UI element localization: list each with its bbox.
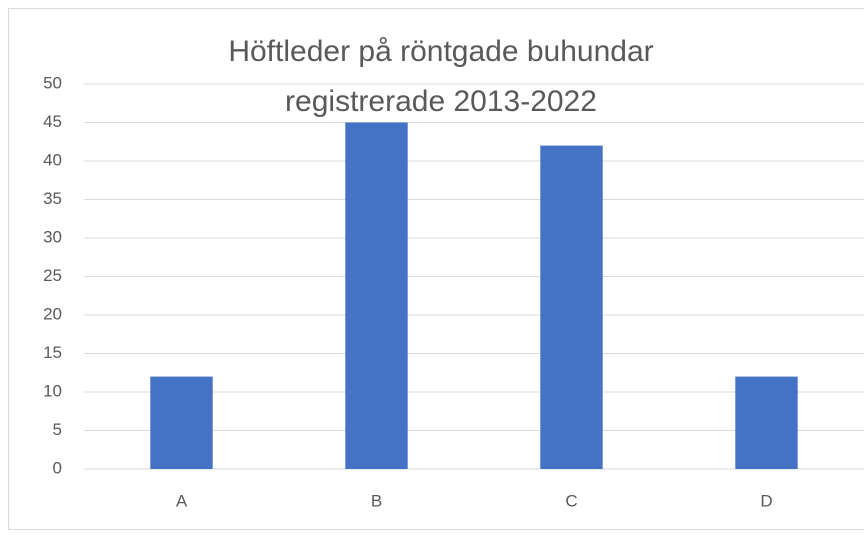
y-tick-label: 40 [43,150,62,169]
y-tick-label: 15 [43,343,62,362]
chart-title: Höftleder på röntgade buhundar registrer… [228,35,654,118]
y-tick-label: 0 [53,458,62,477]
y-tick-label: 20 [43,304,62,323]
y-tick-label: 50 [43,73,62,92]
y-tick-label: 30 [43,227,62,246]
bar [540,145,603,469]
x-tick-label: C [565,491,577,510]
bar [345,122,408,469]
x-tick-label: A [176,491,188,510]
bar [150,376,213,469]
y-tick-label: 35 [43,189,62,208]
x-tick-label: D [760,491,772,510]
bar [735,376,798,469]
y-tick-label: 5 [53,420,62,439]
x-tick-label: B [371,491,382,510]
y-tick-label: 45 [43,112,62,131]
y-tick-label: 10 [43,381,62,400]
y-tick-label: 25 [43,266,62,285]
